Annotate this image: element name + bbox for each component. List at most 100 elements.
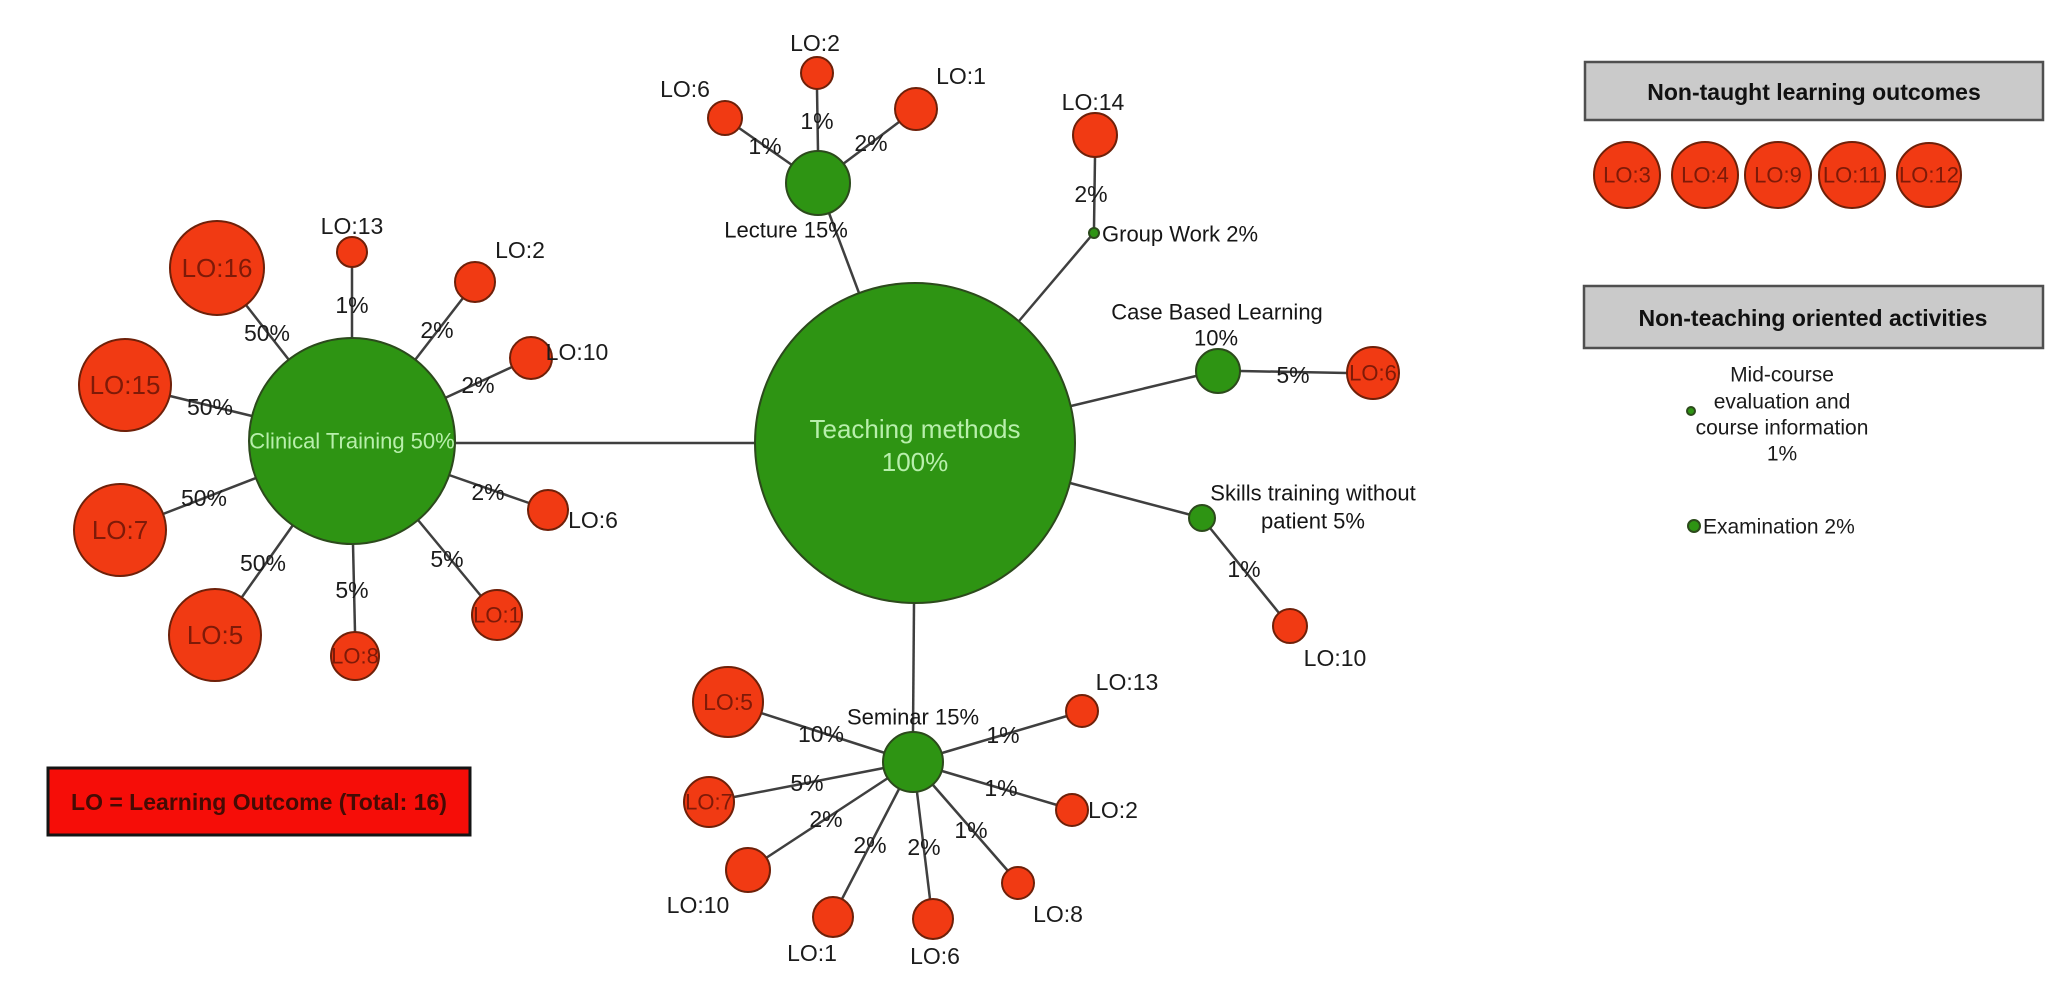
label-clinical-lo2: LO:2 <box>495 237 545 263</box>
node-seminar-lo13 <box>1065 694 1099 728</box>
weight-group-lo14: 2% <box>1074 181 1107 207</box>
non-teaching-header-box <box>1582 284 2045 350</box>
node-clinical-lo8 <box>330 631 380 681</box>
node-seminar-lo6 <box>912 898 954 940</box>
mid-course-line2: evaluation and <box>1714 391 1851 414</box>
weight-seminar-lo6: 2% <box>907 834 940 860</box>
node-clinical-lo15 <box>78 338 172 432</box>
label-seminar-lo8: LO:8 <box>1033 901 1083 927</box>
weight-clinical-lo1: 5% <box>430 546 463 572</box>
note-box <box>46 766 472 837</box>
edge-central-case-based <box>1070 374 1197 408</box>
node-clinical-lo1 <box>471 589 523 641</box>
teaching-methods-label: Teaching methods <box>809 414 1020 444</box>
skills-label-line1: Skills training without <box>1210 481 1415 506</box>
node-lecture-lo2 <box>800 56 834 90</box>
non-teaching-title: Non-teaching oriented activities <box>1639 305 1988 331</box>
node-case-lo6 <box>1346 346 1400 400</box>
label-nontaught-lo4: LO:4 <box>1681 163 1729 188</box>
weight-lecture-lo2: 1% <box>800 108 833 134</box>
edge-skills-lo10 <box>1209 527 1280 614</box>
note: LO = Learning Outcome (Total: 16) <box>46 766 472 837</box>
label-seminar-lo2: LO:2 <box>1088 797 1138 823</box>
node-clinical-lo7 <box>73 483 167 577</box>
node-clinical-lo13 <box>336 236 368 268</box>
label-clinical-lo8: LO:8 <box>331 644 379 669</box>
node-case-based-learning <box>1195 348 1241 394</box>
edge-seminar-lo6 <box>915 791 932 900</box>
node-teaching-methods <box>754 282 1076 604</box>
edge-lecture-lo1 <box>842 121 900 165</box>
node-nontaught-lo12 <box>1896 142 1962 208</box>
label-nontaught-lo11: LO:11 <box>1823 163 1881 188</box>
node-lecture-lo6 <box>707 100 743 136</box>
label-group-lo14: LO:14 <box>1062 89 1125 115</box>
edges <box>162 88 1348 900</box>
teaching-methods-percent: 100% <box>882 447 949 477</box>
examination-label: Examination 2% <box>1703 516 1855 539</box>
edge-clinical-lo2 <box>414 297 464 361</box>
node-clinical-lo6 <box>527 489 569 531</box>
node-seminar-lo2 <box>1055 793 1089 827</box>
edge-central-group-work <box>1018 234 1093 322</box>
label-clinical-lo5: LO:5 <box>187 620 243 650</box>
label-clinical-lo6: LO:6 <box>568 507 618 533</box>
node-skills-lo10 <box>1272 608 1308 644</box>
label-skills-lo10: LO:10 <box>1304 645 1367 671</box>
label-case-lo6: LO:6 <box>1349 361 1397 386</box>
label-clinical-lo16: LO:16 <box>182 253 253 283</box>
edge-clinical-lo6 <box>448 473 530 505</box>
edge-lecture-lo6 <box>738 126 793 167</box>
label-lecture-lo2: LO:2 <box>790 30 840 56</box>
edge-clinical-lo1 <box>417 519 482 597</box>
edge-lecture-lo2 <box>815 88 820 152</box>
weight-case-lo6: 5% <box>1276 362 1309 388</box>
label-lecture-lo1: LO:1 <box>936 63 986 89</box>
clinical-training-label: Clinical Training 50% <box>249 429 454 454</box>
node-skills-training <box>1188 504 1216 532</box>
label-nontaught-lo12: LO:12 <box>1899 163 1959 188</box>
edge-seminar-lo5 <box>760 711 886 755</box>
group-work-label: Group Work 2% <box>1102 222 1258 247</box>
skills-label-line2: patient 5% <box>1261 509 1365 534</box>
edge-central-lecture <box>827 212 861 294</box>
node-seminar-lo8 <box>1001 866 1035 900</box>
edge-central-skills <box>1069 481 1196 518</box>
node-clinical-lo10 <box>509 336 553 380</box>
label-clinical-lo10: LO:10 <box>546 339 609 365</box>
weight-seminar-lo1: 2% <box>853 832 886 858</box>
weight-clinical-lo2: 2% <box>420 317 453 343</box>
weight-skills-lo10: 1% <box>1227 556 1260 582</box>
node-nontaught-lo11 <box>1818 141 1886 209</box>
weight-seminar-lo10: 2% <box>809 806 842 832</box>
weight-clinical-lo6: 2% <box>471 479 504 505</box>
label-clinical-lo13: LO:13 <box>321 213 384 239</box>
weight-clinical-lo15: 50% <box>187 394 233 420</box>
non-taught-header-box <box>1583 60 2045 122</box>
edge-clinical-lo15 <box>169 394 253 418</box>
node-nontaught-lo4 <box>1671 141 1739 209</box>
mid-course-line4: 1% <box>1767 443 1797 466</box>
weight-seminar-lo7: 5% <box>790 770 823 796</box>
node-lecture <box>785 150 851 216</box>
weight-clinical-lo13: 1% <box>335 292 368 318</box>
node-seminar <box>882 731 944 793</box>
weight-clinical-lo7: 50% <box>181 485 227 511</box>
label-clinical-lo1: LO:1 <box>473 603 521 628</box>
label-seminar-lo13: LO:13 <box>1096 669 1159 695</box>
edge-central-seminar <box>911 602 916 733</box>
edge-case-lo6 <box>1239 369 1348 375</box>
node-clinical-lo5 <box>168 588 262 682</box>
edge-clinical-lo7 <box>162 476 257 516</box>
label-seminar-lo5: LO:5 <box>703 689 753 715</box>
node-nontaught-lo9 <box>1744 141 1812 209</box>
edge-clinical-lo8 <box>351 543 357 633</box>
node-lecture-lo1 <box>894 87 938 131</box>
node-seminar-lo5 <box>692 666 764 738</box>
edge-clinical-lo16 <box>245 304 290 361</box>
mid-course-line1: Mid-course <box>1730 364 1834 387</box>
edge-clinical-lo10 <box>444 365 513 400</box>
label-seminar-lo7: LO:7 <box>685 790 733 815</box>
